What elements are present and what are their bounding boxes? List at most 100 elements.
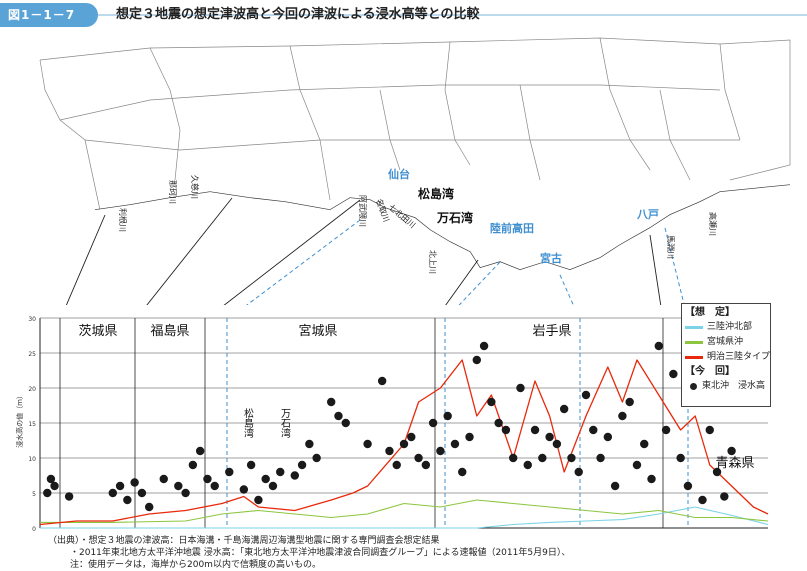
city-hachinohe: 八戸 <box>636 208 659 221</box>
observed-point <box>137 488 147 498</box>
chart-annotations: 松島湾 万石湾 <box>242 407 291 439</box>
legend-item-miyagi-offshore: 宮城県沖 <box>685 335 767 350</box>
observed-point <box>334 411 343 421</box>
annotation-0: 松島湾 <box>242 407 254 439</box>
legend-label-miyagi-offshore: 宮城県沖 <box>707 337 744 347</box>
observed-point <box>392 460 401 470</box>
observed-point <box>174 481 183 491</box>
city-rikuzentakata: 陸前高田 <box>490 221 534 235</box>
region-label-3: 岩手県 <box>532 324 571 339</box>
river-kuji: 久慈川 <box>190 175 200 199</box>
observed-point <box>203 474 212 484</box>
observed-point <box>567 453 576 463</box>
observed-point <box>610 481 620 491</box>
river-abukuma: 阿武隈川 <box>358 195 368 227</box>
observed-point <box>181 488 190 498</box>
legend-item-observed: 東北沖 浸水高 <box>685 379 767 394</box>
observed-point <box>239 485 249 494</box>
observed-point <box>603 432 613 442</box>
legend-item-sanriku-north: 三陸沖北部 <box>685 320 767 335</box>
region-label-0: 茨城県 <box>78 324 117 339</box>
observed-point <box>494 418 503 428</box>
y-tick-0: 0 <box>32 526 36 533</box>
observed-point <box>290 471 299 480</box>
river-tone: 利根川 <box>118 208 128 232</box>
legend-label-sanriku-north: 三陸沖北部 <box>707 322 753 332</box>
observed-point <box>43 488 52 498</box>
source-note: （出典）・想定３地震の津波高：日本海溝・千島海溝周辺海溝型地震に関する専門調査会… <box>48 535 570 571</box>
observed-point <box>123 495 132 505</box>
legend-swatch-miyagi-offshore <box>685 341 703 344</box>
observed-point <box>458 467 467 477</box>
observed-point <box>246 460 256 470</box>
observed-point <box>632 460 642 470</box>
chart-legend: 【想 定】 三陸沖北部 宮城県沖 明治三陸タイプ 【今 回】 東北沖 浸水高 <box>681 303 771 407</box>
series-line-2 <box>39 359 769 526</box>
observed-point <box>654 341 663 351</box>
observed-point <box>501 425 511 435</box>
region-leader-lines <box>65 197 662 305</box>
observed-point <box>545 432 554 442</box>
annotation-1: 万石湾 <box>279 408 291 439</box>
observed-point <box>516 383 525 393</box>
observed-point <box>50 481 59 491</box>
legend-item-meiji-sanriku: 明治三陸タイプ <box>685 350 770 365</box>
observed-point <box>305 439 314 449</box>
observed-point <box>341 418 350 428</box>
observed-point <box>159 474 168 484</box>
observed-point <box>727 446 736 456</box>
observed-point <box>479 341 489 351</box>
observed-point <box>574 467 583 477</box>
observed-point <box>698 495 707 505</box>
observed-point <box>64 492 74 501</box>
y-tick-5: 5 <box>32 491 36 498</box>
legend-swatch-sanriku-north <box>685 326 703 329</box>
observed-point <box>195 446 205 456</box>
river-naka: 那珂川 <box>168 180 177 204</box>
observed-point <box>676 453 685 463</box>
observed-point <box>683 481 693 491</box>
observed-point <box>268 481 278 491</box>
observed-point <box>414 453 423 463</box>
observed-point <box>596 453 605 463</box>
observed-point <box>108 488 118 498</box>
source-line-2: ・2011年東北地方太平洋沖地震 浸水高：「東北地方太平洋沖地震津波合同調査グル… <box>70 548 571 558</box>
region-label-2: 宮城県 <box>298 323 337 339</box>
y-tick-20: 20 <box>28 386 36 393</box>
region-label-1: 福島県 <box>150 324 189 339</box>
sea-shade <box>95 185 790 305</box>
observed-point <box>625 397 634 407</box>
observed-point <box>487 397 496 407</box>
series-line-0 <box>40 506 769 529</box>
observed-point <box>254 495 263 505</box>
observed-point <box>472 355 481 365</box>
observed-point <box>509 453 518 463</box>
observed-points <box>43 341 736 512</box>
figure-title: 想定３地震の想定津波高と今回の津波による浸水高等との比較 <box>116 7 480 22</box>
observed-point <box>581 390 591 400</box>
river-kitakami: 北上川 <box>428 250 437 274</box>
y-tick-25: 25 <box>28 351 36 358</box>
observed-point <box>225 467 234 477</box>
chart-series <box>39 359 769 529</box>
observed-point <box>188 460 198 470</box>
city-miyako: 宮古 <box>540 251 562 265</box>
legend-dot-observed <box>690 383 697 390</box>
observed-point <box>297 460 307 470</box>
observed-point <box>589 425 598 435</box>
y-tick-30: 30 <box>28 316 36 323</box>
observed-point <box>618 411 627 421</box>
y-tick-labels: 0 5 10 15 20 25 30 <box>28 316 36 533</box>
observed-point <box>130 478 139 487</box>
observed-point <box>312 453 321 463</box>
series-line-1 <box>40 499 769 523</box>
region-label-4: 青森県 <box>715 456 754 471</box>
observed-point <box>661 425 671 435</box>
observed-point <box>261 474 270 484</box>
legend-current-heading: 【今 回】 <box>685 366 735 377</box>
observed-point <box>640 439 649 449</box>
figure-number-tab: 図1－1－7 <box>0 3 98 27</box>
observed-point <box>538 453 547 463</box>
observed-point <box>276 467 285 477</box>
